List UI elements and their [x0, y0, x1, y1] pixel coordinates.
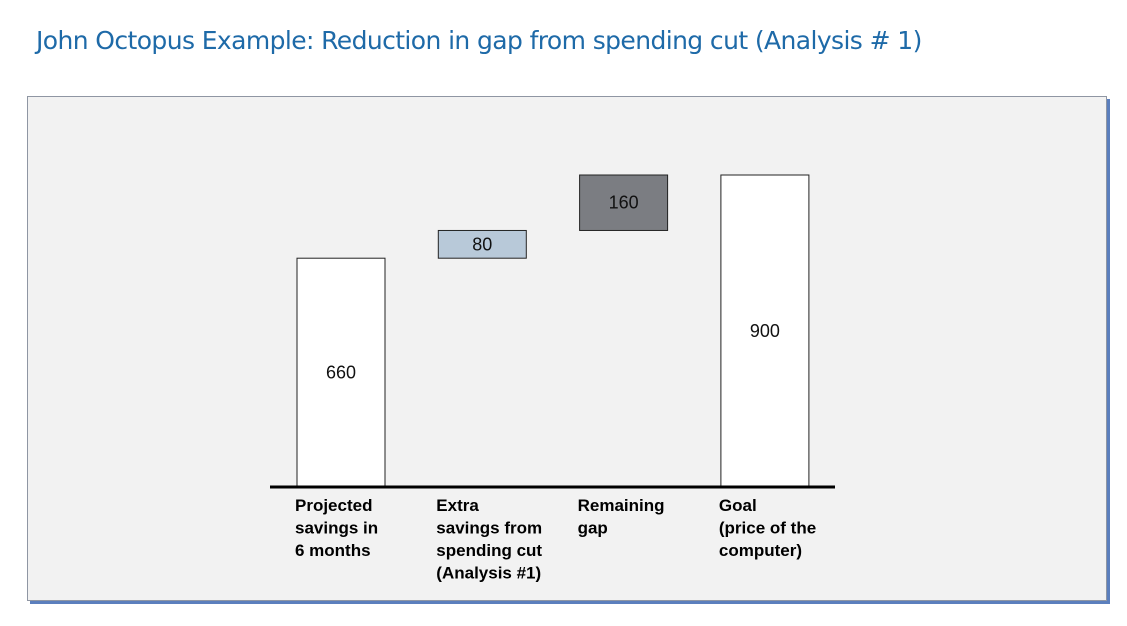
bars-group: [296, 174, 810, 488]
data-label-goal: 900: [750, 321, 780, 341]
bar-projected-savings: [296, 257, 386, 488]
page-title: John Octopus Example: Reduction in gap f…: [36, 26, 922, 55]
category-label-extra-savings: Extra savings from spending cut (Analysis #…: [436, 496, 542, 583]
category-label-line: savings from: [436, 519, 542, 538]
category-label-line: 6 months: [295, 541, 371, 560]
category-label-line: Goal: [719, 496, 757, 515]
category-label-line: savings in: [295, 519, 378, 538]
category-label-goal: Goal (price of the computer): [719, 496, 816, 560]
labels-group: 660 Projected savings in 6 months 80 Extra sav…: [295, 193, 816, 583]
bar-remaining-gap: [579, 174, 669, 231]
data-label-remaining-gap: 160: [609, 193, 639, 213]
category-label-line: Remaining: [578, 496, 665, 515]
data-label-projected-savings: 660: [326, 363, 356, 383]
category-label-line: (price of the: [719, 519, 816, 538]
category-label-projected-savings: Projected savings in 6 months: [295, 496, 378, 560]
category-label-line: spending cut: [436, 541, 542, 560]
category-label-line: (Analysis #1): [436, 564, 541, 583]
category-label-line: Projected: [295, 496, 372, 515]
data-label-extra-savings: 80: [472, 234, 492, 254]
chart-panel: [27, 96, 1107, 601]
category-label-line: gap: [578, 519, 608, 538]
category-label-line: Extra: [436, 496, 479, 515]
category-label-remaining-gap: Remaining gap: [578, 496, 665, 538]
category-label-line: computer): [719, 541, 802, 560]
bar-extra-savings: [437, 229, 527, 259]
